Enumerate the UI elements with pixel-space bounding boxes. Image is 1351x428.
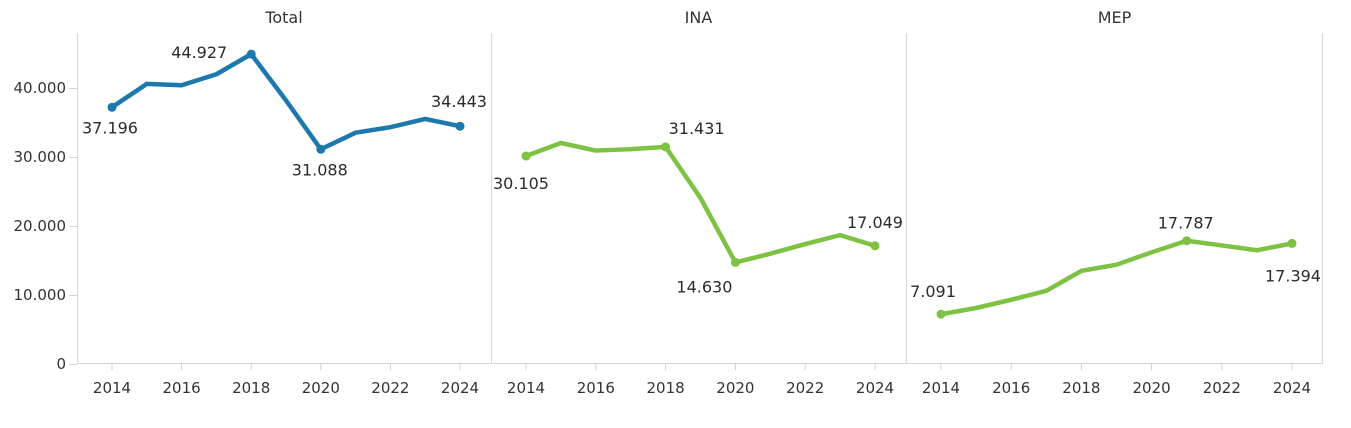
y-tick-label: 0 [56, 355, 66, 373]
x-tick-label: 2024 [856, 379, 894, 397]
y-tick-label: 20.000 [13, 217, 67, 235]
x-tick-label: 2014 [93, 379, 131, 397]
x-tick-label: 2024 [1273, 379, 1311, 397]
panel-title-total: Total [265, 8, 303, 27]
data-point-marker [316, 144, 326, 154]
x-tick-label: 2022 [1203, 379, 1241, 397]
y-tick-mark [69, 295, 77, 296]
data-point-marker [870, 241, 880, 251]
x-tick-label: 2020 [302, 379, 340, 397]
data-point-marker [1182, 236, 1192, 246]
x-tick-label: 2024 [441, 379, 479, 397]
series-line [109, 51, 463, 152]
panel-total: 2014 2016 2018 2020 2022 2024 37.196 44.927 31.0… [77, 33, 491, 397]
panel-ina: 2014 2016 2018 2020 2022 2024 30.105 31.431 14.6… [491, 33, 906, 397]
data-point-marker [936, 309, 946, 319]
x-tick-label: 2022 [786, 379, 824, 397]
y-tick-label: 10.000 [13, 286, 67, 304]
value-label: 17.049 [847, 213, 903, 232]
x-tick-label: 2014 [507, 379, 545, 397]
value-label: 44.927 [171, 43, 227, 62]
data-point-marker [246, 49, 256, 59]
value-label: 37.196 [82, 118, 138, 137]
x-tick-label: 2020 [716, 379, 754, 397]
value-label: 14.630 [676, 277, 732, 296]
data-point-marker [107, 102, 117, 112]
x-tick-label: 2022 [371, 379, 409, 397]
y-tick-mark [69, 364, 77, 365]
x-tick-label: 2020 [1133, 379, 1171, 397]
x-tick-label: 2016 [577, 379, 615, 397]
value-label: 31.088 [292, 160, 348, 179]
series-line [523, 140, 878, 265]
data-point-marker [730, 257, 740, 267]
data-point-marker [455, 121, 465, 131]
y-tick-mark [69, 226, 77, 227]
x-tick-label: 2018 [232, 379, 270, 397]
panel-title-ina: INA [684, 8, 713, 27]
y-tick-mark [69, 157, 77, 158]
data-point-marker [661, 142, 671, 152]
x-tick-label: 2018 [1062, 379, 1100, 397]
series-line [938, 238, 1295, 317]
x-tick-label: 2016 [992, 379, 1030, 397]
panel-mep: 2014 2016 2018 2020 2022 2024 7.091 17.787 17.39… [906, 33, 1323, 397]
panel-title-mep: MEP [1097, 8, 1132, 27]
y-tick-label: 30.000 [13, 148, 67, 166]
data-point-marker [1287, 238, 1297, 248]
x-tick-label: 2016 [163, 379, 201, 397]
x-tick-label: 2014 [922, 379, 960, 397]
value-label: 17.787 [1158, 214, 1214, 233]
value-label: 34.443 [431, 92, 487, 111]
y-tick-label: 40.000 [13, 79, 67, 97]
value-label: 7.091 [910, 282, 956, 301]
y-tick-mark [69, 88, 77, 89]
value-label: 17.394 [1265, 266, 1321, 285]
x-tick-label: 2018 [647, 379, 685, 397]
value-label: 30.105 [493, 174, 549, 193]
data-point-marker [521, 151, 531, 161]
value-label: 31.431 [669, 119, 725, 138]
